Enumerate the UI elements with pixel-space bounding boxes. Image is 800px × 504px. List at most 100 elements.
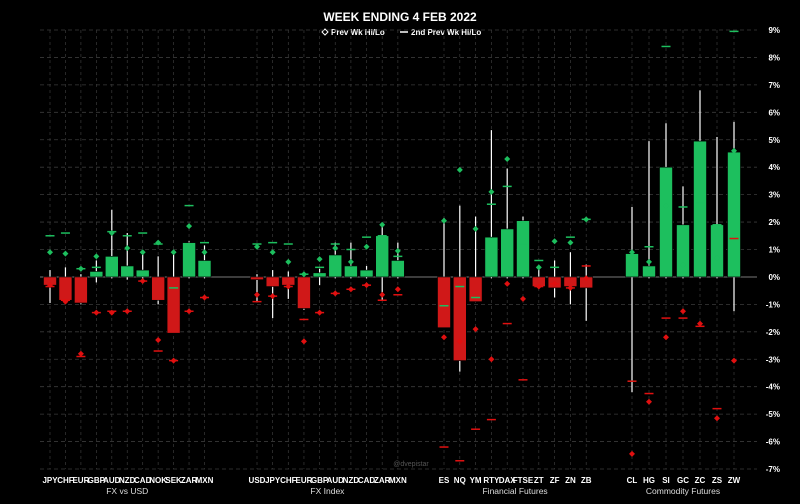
prev-week-high-marker (551, 238, 558, 245)
x-tick-label: CHF (57, 476, 74, 485)
x-tick-label: NZD (343, 476, 360, 485)
y-tick-label: -4% (766, 383, 780, 392)
prev-week-high-marker (714, 254, 720, 261)
prev-week-high-marker (456, 166, 463, 173)
prev-week-high-marker (47, 249, 53, 256)
candle-body (151, 276, 165, 301)
y-tick-label: 5% (768, 136, 780, 145)
candle-body (166, 276, 181, 334)
x-tick-label: USD (249, 476, 266, 485)
candle-body (265, 276, 280, 287)
prev-week-low-marker (583, 275, 590, 282)
candle-body (659, 166, 673, 278)
y-tick-label: 9% (768, 26, 780, 35)
prev-week-high-marker (170, 249, 177, 256)
candle-mxn (391, 242, 405, 296)
candle-chf (281, 243, 296, 299)
prev-week-low-marker (663, 334, 669, 341)
x-tick-label: ZF (550, 476, 560, 485)
x-tick-label: CL (627, 476, 638, 485)
candle-ym (468, 216, 483, 430)
candle-body (484, 236, 499, 278)
prev-week-high-marker (254, 243, 260, 250)
candle-es (437, 217, 451, 448)
prev-week-high-marker (186, 223, 193, 230)
chart-title: WEEK ENDING 4 FEB 2022 (323, 10, 477, 24)
candle-si (659, 45, 673, 341)
prev-week-high-marker (646, 258, 652, 265)
candle-eur (74, 265, 88, 358)
legend-diamond-icon (321, 28, 329, 36)
prev-week-high-marker (347, 258, 354, 265)
candle-body (120, 265, 135, 278)
prev-week-high-marker (285, 258, 292, 265)
x-tick-label: RTY (483, 476, 500, 485)
prev-week-low-marker (488, 356, 495, 363)
candle-aud (328, 242, 343, 297)
prev-week-low-marker (680, 308, 686, 315)
x-tick-label: NQ (454, 476, 466, 485)
candle-hg (642, 141, 656, 405)
candle-aud (105, 209, 119, 316)
prev-week-high-marker (363, 243, 370, 250)
x-tick-label: NOK (149, 476, 167, 485)
candle-body (197, 260, 212, 278)
prev-week-high-marker (93, 253, 100, 260)
candle-body (437, 276, 451, 328)
candle-body (710, 224, 724, 278)
y-tick-label: -2% (766, 328, 780, 337)
x-tick-label: ES (439, 476, 450, 485)
x-tick-label: EUR (296, 476, 313, 485)
prev-week-high-marker (201, 249, 208, 256)
candle-zw (727, 30, 741, 364)
x-tick-label: SI (662, 476, 670, 485)
y-tick-label: 2% (768, 218, 780, 227)
candle-zc (693, 90, 707, 328)
candle-usd (250, 243, 264, 303)
x-tick-label: GBP (311, 476, 329, 485)
prev-week-high-marker (394, 247, 401, 254)
x-tick-label: ZS (712, 476, 723, 485)
candle-body (312, 272, 327, 278)
prev-week-low-marker (731, 357, 737, 364)
prev-week-high-marker (697, 175, 703, 182)
candle-zar (375, 221, 390, 302)
x-tick-label: ZC (695, 476, 706, 485)
candle-body (642, 265, 656, 278)
y-tick-label: -7% (766, 465, 780, 474)
prev-week-high-marker (535, 264, 542, 271)
candle-gbp (312, 256, 327, 316)
candle-body (676, 224, 690, 278)
prev-week-low-marker (77, 350, 84, 357)
candle-body (625, 253, 639, 278)
prev-week-low-marker (714, 415, 720, 422)
candle-nzd (120, 233, 135, 315)
candle-body (344, 265, 358, 278)
candle-jpy (265, 241, 280, 319)
legend: Prev Wk Hi/Lo 2nd Prev Wk Hi/Lo (321, 28, 481, 37)
candle-chf (58, 232, 73, 305)
legend-label-prev-week: Prev Wk Hi/Lo (331, 28, 385, 37)
candle-body (74, 276, 88, 304)
prev-week-high-marker (332, 245, 339, 252)
candle-body (135, 269, 150, 278)
x-tick-label: GBP (88, 476, 106, 485)
y-tick-label: 0% (768, 273, 780, 282)
candle-body (359, 269, 374, 278)
x-tick-label: JPY (265, 476, 281, 485)
prev-week-high-marker (567, 239, 574, 246)
y-tick-label: -5% (766, 410, 780, 419)
prev-week-low-marker (629, 450, 635, 457)
y-axis: -7% -6% -5% -4% -3% -2% -1% 0% 1% 2% 3% 4% 5% 6% 7% 8% 9… (766, 26, 780, 474)
candle-body (375, 235, 390, 278)
y-tick-label: -3% (766, 355, 780, 364)
candle-zar (182, 204, 196, 315)
prev-week-high-marker (124, 245, 131, 252)
y-tick-label: 8% (768, 53, 780, 62)
prev-week-low-marker (456, 338, 463, 345)
y-tick-label: 1% (768, 246, 780, 255)
prev-week-low-marker (254, 291, 260, 298)
x-tick-label: ZT (534, 476, 544, 485)
y-tick-label: 3% (768, 191, 780, 200)
candle-gc (676, 186, 690, 319)
